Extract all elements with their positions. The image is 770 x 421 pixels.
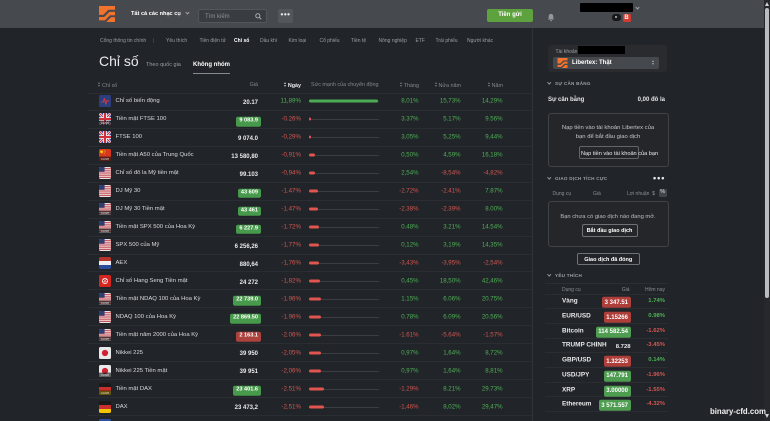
svg-text:CASH: CASH (101, 122, 110, 126)
svg-text:CASH: CASH (101, 229, 110, 233)
svg-text:CASH: CASH (101, 157, 110, 161)
svg-text:CASH: CASH (101, 391, 110, 395)
svg-text:CASH: CASH (101, 337, 110, 341)
svg-text:CASH: CASH (101, 211, 110, 215)
svg-text:CASH: CASH (101, 373, 110, 377)
svg-text:CASH: CASH (101, 301, 110, 305)
